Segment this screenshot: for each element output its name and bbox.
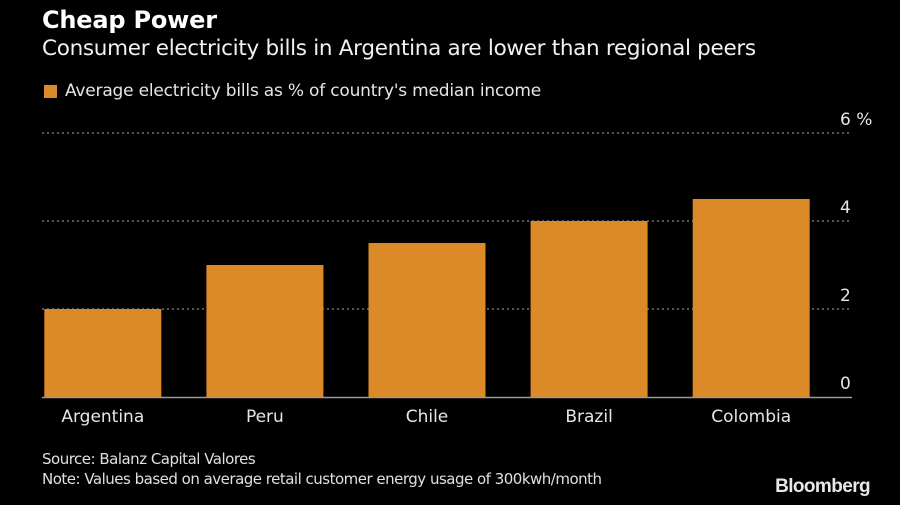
chart-subtitle: Consumer electricity bills in Argentina … <box>42 36 756 61</box>
y-tick-label: 6 % <box>840 110 872 130</box>
bars <box>44 199 810 397</box>
x-tick-label: Peru <box>246 407 284 427</box>
y-axis-labels: 0 2 4 6 % <box>840 110 872 394</box>
source-note: Source: Balanz Capital Valores <box>42 450 256 468</box>
y-tick-label: 0 <box>840 374 851 394</box>
bloomberg-logo: Bloomberg <box>775 476 870 497</box>
x-tick-label: Chile <box>406 407 449 427</box>
x-axis-labels: Argentina Peru Chile Brazil Colombia <box>61 407 791 427</box>
legend-swatch <box>44 84 57 98</box>
footnote: Note: Values based on average retail cus… <box>42 470 602 488</box>
legend: Average electricity bills as % of countr… <box>44 81 541 101</box>
x-tick-label: Argentina <box>61 407 144 427</box>
bar-peru <box>206 265 324 397</box>
legend-label: Average electricity bills as % of countr… <box>65 81 541 101</box>
bar-chile <box>368 243 486 397</box>
bar-colombia <box>692 199 810 397</box>
y-tick-label: 4 <box>840 198 851 218</box>
y-tick-label: 2 <box>840 286 851 306</box>
chart-title: Cheap Power <box>42 6 217 34</box>
x-tick-label: Brazil <box>565 407 612 427</box>
bar-argentina <box>44 309 162 397</box>
bar-brazil <box>530 221 648 397</box>
x-tick-label: Colombia <box>711 407 791 427</box>
